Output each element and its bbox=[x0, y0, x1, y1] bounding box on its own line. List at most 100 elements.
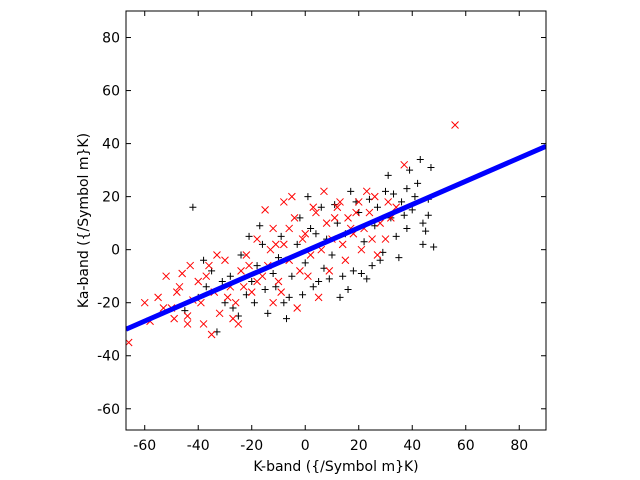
cross-marker bbox=[253, 277, 261, 286]
cross-marker bbox=[312, 208, 320, 217]
cross-marker bbox=[186, 261, 195, 270]
plus-marker bbox=[363, 275, 371, 283]
x-tick-label: 40 bbox=[403, 438, 421, 454]
plus-marker bbox=[280, 299, 288, 307]
cross-marker bbox=[194, 277, 203, 286]
cross-marker bbox=[325, 267, 334, 275]
cross-marker bbox=[333, 203, 342, 212]
cross-marker bbox=[365, 208, 374, 217]
cross-marker bbox=[274, 277, 283, 286]
fit-line bbox=[126, 143, 546, 332]
cross-marker bbox=[197, 298, 205, 307]
plus-marker bbox=[360, 238, 368, 246]
plus-marker bbox=[274, 254, 282, 262]
cross-marker bbox=[205, 261, 213, 270]
plus-marker bbox=[269, 270, 277, 278]
plus-marker bbox=[299, 291, 307, 299]
plus-marker bbox=[189, 203, 197, 211]
cross-marker bbox=[314, 293, 323, 302]
cross-marker bbox=[183, 312, 192, 320]
axis-ticks: -60 -40 -20 0 20 40 60 80 -60 -40 -20 0 20 40 60 80 bbox=[97, 11, 546, 454]
x-tick-label: -40 bbox=[187, 438, 210, 454]
plus-marker bbox=[408, 206, 416, 214]
plus-marker bbox=[309, 283, 317, 291]
cross-marker bbox=[320, 187, 328, 196]
cross-marker bbox=[373, 251, 382, 259]
y-tick-label: -40 bbox=[97, 349, 120, 365]
plus-marker bbox=[357, 270, 365, 278]
plus-marker bbox=[430, 243, 438, 251]
y-tick-label: 60 bbox=[102, 84, 120, 100]
cross-marker bbox=[261, 206, 269, 214]
cross-marker bbox=[223, 293, 232, 302]
plus-marker bbox=[253, 262, 261, 270]
plus-marker bbox=[403, 224, 411, 232]
x-tick-label: 80 bbox=[510, 438, 528, 454]
cross-marker bbox=[306, 251, 315, 259]
cross-marker bbox=[202, 272, 211, 281]
cross-marker bbox=[357, 245, 366, 254]
plus-marker bbox=[307, 224, 315, 232]
y-tick-label: -60 bbox=[97, 402, 120, 418]
plus-marker bbox=[392, 232, 400, 240]
plot-frame bbox=[125, 10, 547, 431]
cross-marker bbox=[368, 235, 376, 243]
cross-marker bbox=[451, 121, 459, 129]
cross-marker bbox=[175, 282, 184, 291]
plus-marker bbox=[403, 185, 411, 193]
cross-marker bbox=[231, 298, 240, 307]
series-1 bbox=[126, 121, 459, 347]
x-axis-label: K-band ({/Symbol m}K) bbox=[253, 459, 418, 475]
plus-marker bbox=[296, 214, 304, 222]
plus-marker bbox=[283, 315, 291, 323]
plus-marker bbox=[349, 267, 357, 275]
series-2 bbox=[126, 143, 546, 332]
y-tick-label: 80 bbox=[102, 31, 120, 47]
plus-marker bbox=[373, 203, 381, 211]
x-tick-label: 0 bbox=[301, 438, 310, 454]
y-tick-label: 20 bbox=[102, 190, 120, 206]
series-0 bbox=[181, 156, 438, 336]
cross-marker bbox=[199, 320, 208, 328]
cross-marker bbox=[370, 192, 379, 201]
y-tick-label: 40 bbox=[102, 137, 120, 153]
cross-marker bbox=[172, 288, 181, 296]
x-tick-label: 20 bbox=[350, 438, 368, 454]
y-tick-label: 0 bbox=[111, 243, 120, 259]
plus-marker bbox=[218, 277, 226, 285]
plus-marker bbox=[328, 251, 336, 259]
plus-marker bbox=[250, 299, 258, 307]
cross-marker bbox=[293, 304, 302, 312]
plus-marker bbox=[256, 222, 264, 230]
plus-marker bbox=[347, 187, 355, 195]
plus-marker bbox=[226, 272, 234, 280]
cross-marker bbox=[298, 235, 307, 243]
cross-marker bbox=[140, 298, 149, 307]
x-tick-label: 60 bbox=[457, 438, 475, 454]
plus-marker bbox=[293, 240, 301, 248]
plus-marker bbox=[419, 240, 427, 248]
cross-marker bbox=[207, 330, 216, 339]
plus-marker bbox=[427, 163, 435, 171]
plus-marker bbox=[422, 227, 430, 235]
plus-marker bbox=[288, 272, 296, 280]
plus-marker bbox=[261, 285, 269, 293]
cross-marker bbox=[330, 213, 339, 222]
cross-marker bbox=[341, 256, 350, 265]
y-tick-label: -20 bbox=[97, 296, 120, 312]
plus-marker bbox=[336, 293, 344, 301]
cross-marker bbox=[215, 309, 224, 318]
cross-marker bbox=[247, 288, 256, 296]
plus-marker bbox=[277, 232, 285, 240]
plus-marker bbox=[315, 277, 323, 285]
cross-marker bbox=[269, 298, 277, 307]
cross-marker bbox=[221, 256, 229, 265]
cross-marker bbox=[242, 251, 251, 259]
cross-marker bbox=[301, 229, 310, 238]
plus-marker bbox=[381, 187, 389, 195]
cross-marker bbox=[309, 203, 318, 212]
x-tick-label: -20 bbox=[240, 438, 263, 454]
cross-marker bbox=[237, 267, 245, 275]
plus-marker bbox=[258, 240, 266, 248]
